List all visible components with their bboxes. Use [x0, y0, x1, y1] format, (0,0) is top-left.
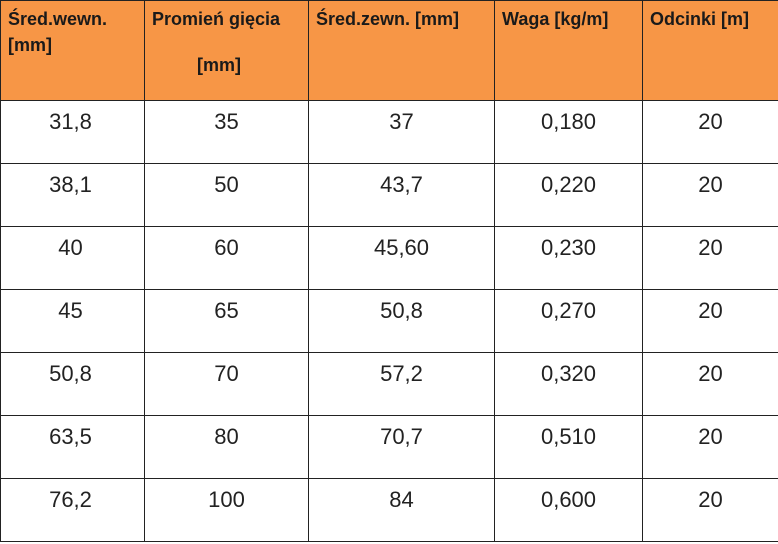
header-label: Śred.wewn. — [8, 9, 108, 29]
cell-weight: 0,510 — [494, 415, 643, 479]
cell-outer-diameter: 37 — [308, 100, 495, 164]
table-row: 38,1 50 43,7 0,220 20 — [0, 163, 778, 227]
header-length: Odcinki [m] — [642, 0, 778, 101]
cell-bend-radius: 70 — [144, 352, 309, 416]
cell-bend-radius: 35 — [144, 100, 309, 164]
cell-outer-diameter: 84 — [308, 478, 495, 542]
cell-length: 20 — [642, 478, 778, 542]
header-label: Promień gięcia — [152, 9, 281, 29]
cell-length: 20 — [642, 352, 778, 416]
header-label: Odcinki [m] — [650, 9, 750, 29]
header-label: Śred.zewn. [mm] — [316, 9, 460, 29]
table-row: 76,2 100 84 0,600 20 — [0, 478, 778, 542]
cell-bend-radius: 100 — [144, 478, 309, 542]
cell-length: 20 — [642, 226, 778, 290]
cell-bend-radius: 80 — [144, 415, 309, 479]
cell-inner-diameter: 31,8 — [0, 100, 145, 164]
cell-length: 20 — [642, 163, 778, 227]
table-row: 31,8 35 37 0,180 20 — [0, 100, 778, 164]
cell-inner-diameter: 38,1 — [0, 163, 145, 227]
cell-outer-diameter: 50,8 — [308, 289, 495, 353]
header-unit: [mm] — [8, 35, 52, 55]
cell-weight: 0,220 — [494, 163, 643, 227]
cell-outer-diameter: 57,2 — [308, 352, 495, 416]
cell-weight: 0,230 — [494, 226, 643, 290]
cell-outer-diameter: 45,60 — [308, 226, 495, 290]
cell-inner-diameter: 76,2 — [0, 478, 145, 542]
table-row: 63,5 80 70,7 0,510 20 — [0, 415, 778, 479]
cell-weight: 0,600 — [494, 478, 643, 542]
cell-inner-diameter: 40 — [0, 226, 145, 290]
table-row: 40 60 45,60 0,230 20 — [0, 226, 778, 290]
header-row: Śred.wewn. [mm] Promień gięcia [mm] Śred… — [0, 0, 778, 101]
cell-inner-diameter: 63,5 — [0, 415, 145, 479]
cell-length: 20 — [642, 415, 778, 479]
header-unit: [mm] — [197, 55, 241, 75]
cell-bend-radius: 50 — [144, 163, 309, 227]
table-row: 50,8 70 57,2 0,320 20 — [0, 352, 778, 416]
header-label: Waga [kg/m] — [502, 9, 609, 29]
cell-inner-diameter: 45 — [0, 289, 145, 353]
cell-bend-radius: 60 — [144, 226, 309, 290]
cell-inner-diameter: 50,8 — [0, 352, 145, 416]
header-weight: Waga [kg/m] — [494, 0, 643, 101]
header-inner-diameter: Śred.wewn. [mm] — [0, 0, 145, 101]
cell-weight: 0,270 — [494, 289, 643, 353]
cell-weight: 0,320 — [494, 352, 643, 416]
header-bend-radius: Promień gięcia [mm] — [144, 0, 309, 101]
table-row: 45 65 50,8 0,270 20 — [0, 289, 778, 353]
header-outer-diameter: Śred.zewn. [mm] — [308, 0, 495, 101]
cell-length: 20 — [642, 289, 778, 353]
cell-weight: 0,180 — [494, 100, 643, 164]
cell-outer-diameter: 70,7 — [308, 415, 495, 479]
cell-outer-diameter: 43,7 — [308, 163, 495, 227]
cell-length: 20 — [642, 100, 778, 164]
cell-bend-radius: 65 — [144, 289, 309, 353]
